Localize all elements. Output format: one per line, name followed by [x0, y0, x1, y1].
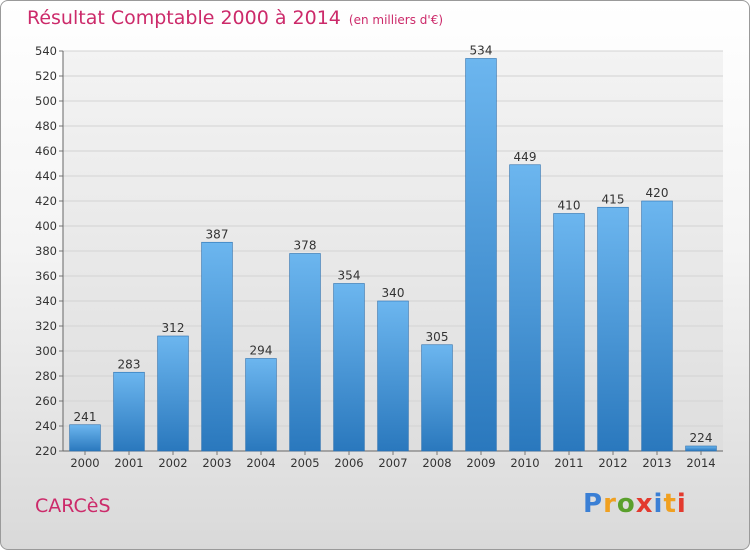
data-label: 312 [162, 321, 185, 335]
bar [421, 344, 453, 452]
data-label: 449 [514, 150, 537, 164]
commune-name: CARCèS [35, 495, 111, 517]
y-tick-label: 220 [35, 444, 57, 458]
y-tick-label: 540 [35, 44, 57, 58]
brand-letter: o [616, 489, 636, 519]
y-tick-label: 500 [35, 94, 57, 108]
data-label: 294 [250, 344, 273, 358]
data-label: 305 [426, 330, 449, 344]
data-label: 420 [646, 186, 669, 200]
x-tick-label: 2010 [510, 456, 539, 470]
y-tick-label: 280 [35, 369, 57, 383]
brand-logo: Proxiti [583, 489, 687, 519]
y-tick-label: 400 [35, 219, 57, 233]
bar [245, 358, 277, 452]
data-label: 534 [470, 44, 493, 58]
bar [201, 241, 233, 452]
chart-title: Résultat Comptable 2000 à 2014 (en millie… [27, 7, 443, 29]
data-label: 378 [294, 239, 317, 253]
x-tick-label: 2013 [642, 456, 671, 470]
y-tick-label: 260 [35, 394, 57, 408]
x-tick-label: 2011 [554, 456, 583, 470]
brand-letter: i [676, 489, 687, 519]
x-tick-label: 2008 [422, 456, 451, 470]
brand-letter: i [653, 489, 664, 519]
y-tick-label: 460 [35, 144, 57, 158]
bar [157, 335, 189, 452]
bar [289, 253, 321, 452]
brand-letter: t [663, 489, 677, 519]
x-tick-label: 2006 [334, 456, 363, 470]
data-label: 354 [338, 269, 361, 283]
x-tick-label: 2007 [378, 456, 407, 470]
chart-title-main: Résultat Comptable 2000 à 2014 [27, 7, 341, 29]
x-tick-label: 2012 [598, 456, 627, 470]
y-tick-label: 440 [35, 169, 57, 183]
data-label: 387 [206, 227, 229, 241]
y-tick-label: 300 [35, 344, 57, 358]
data-label: 410 [558, 199, 581, 213]
x-tick-label: 2005 [290, 456, 319, 470]
brand-letter: x [635, 489, 654, 519]
bar [553, 213, 585, 452]
x-tick-label: 2004 [246, 456, 275, 470]
y-tick-label: 380 [35, 244, 57, 258]
brand-letter: r [603, 489, 617, 519]
y-tick-label: 420 [35, 194, 57, 208]
x-tick-label: 2001 [114, 456, 143, 470]
data-label: 283 [118, 357, 141, 371]
data-label: 241 [74, 410, 97, 424]
brand-letter: P [583, 489, 604, 519]
x-tick-label: 2003 [202, 456, 231, 470]
y-tick-label: 520 [35, 69, 57, 83]
y-tick-label: 340 [35, 294, 57, 308]
bar [377, 300, 409, 452]
x-tick-label: 2014 [686, 456, 715, 470]
y-tick-label: 320 [35, 319, 57, 333]
x-tick-label: 2000 [70, 456, 99, 470]
bar [509, 164, 541, 452]
data-label: 224 [690, 431, 713, 445]
y-tick-label: 360 [35, 269, 57, 283]
data-label: 415 [602, 192, 625, 206]
data-label: 340 [382, 286, 405, 300]
bar [641, 200, 673, 452]
y-tick-label: 480 [35, 119, 57, 133]
x-tick-label: 2002 [158, 456, 187, 470]
bar [69, 424, 101, 452]
bar [597, 206, 629, 452]
y-tick-label: 240 [35, 419, 57, 433]
x-tick-label: 2009 [466, 456, 495, 470]
bar [113, 371, 145, 452]
bar [685, 445, 717, 452]
bar [465, 58, 497, 452]
bar [333, 283, 365, 452]
chart-title-unit: (en milliers d'€) [348, 13, 444, 27]
